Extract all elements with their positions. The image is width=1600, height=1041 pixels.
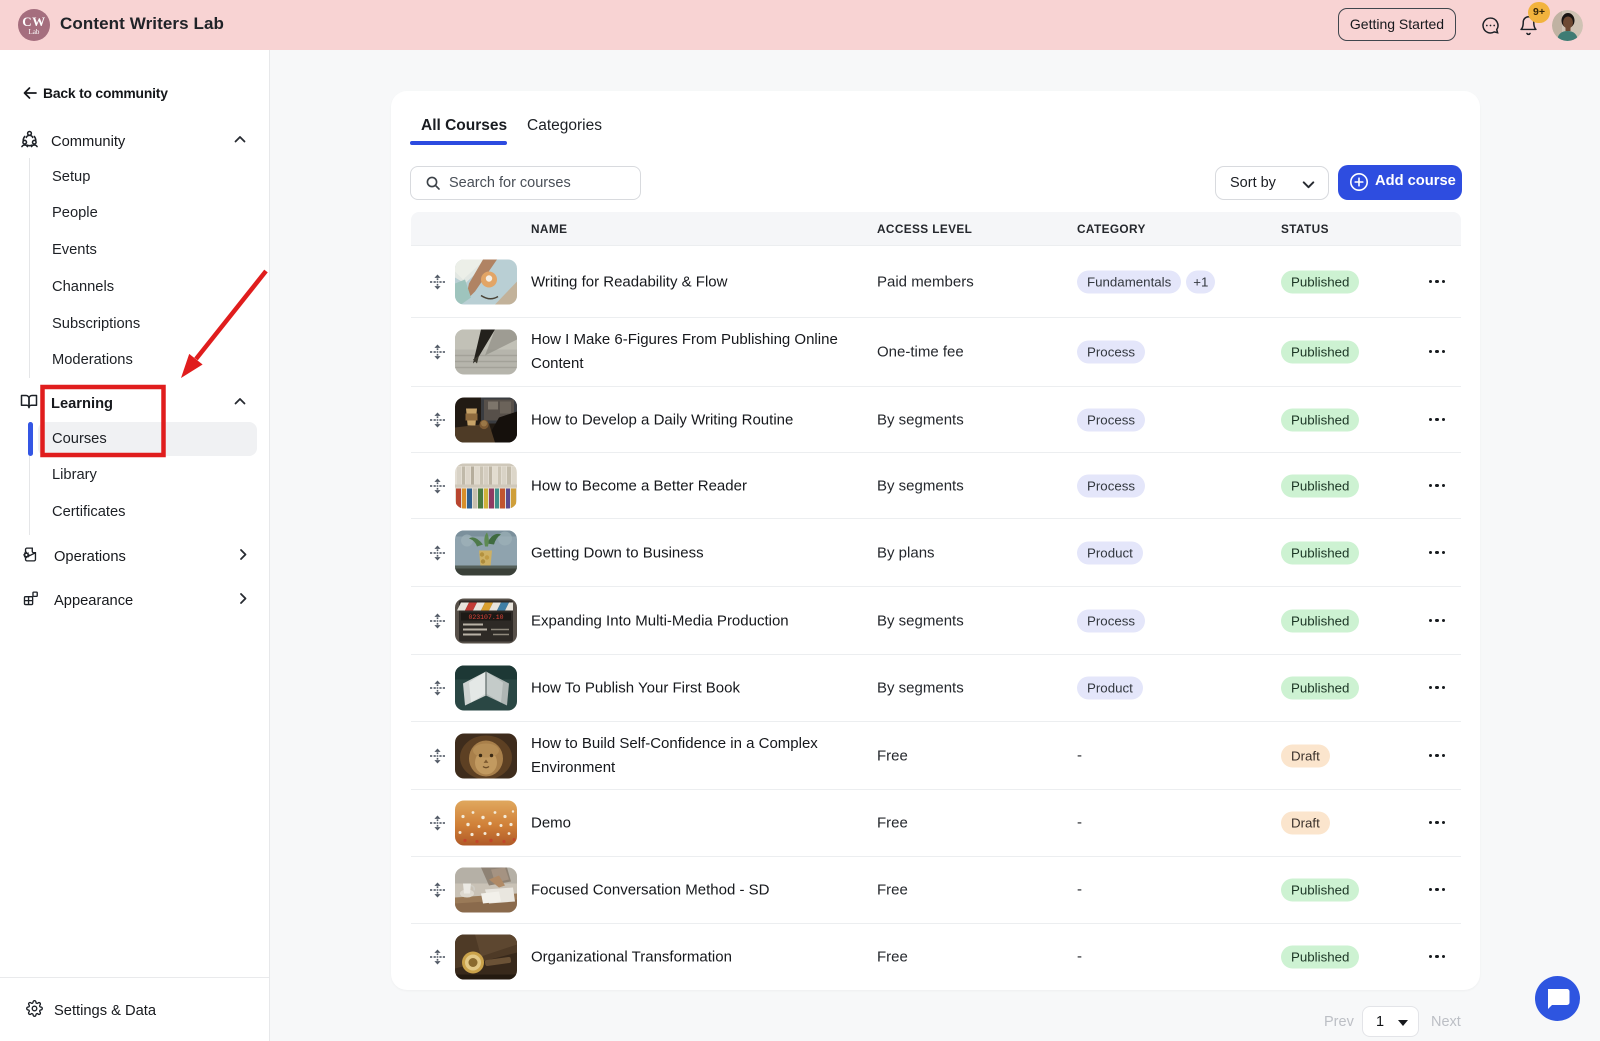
svg-text:023107.10: 023107.10 bbox=[468, 614, 503, 621]
